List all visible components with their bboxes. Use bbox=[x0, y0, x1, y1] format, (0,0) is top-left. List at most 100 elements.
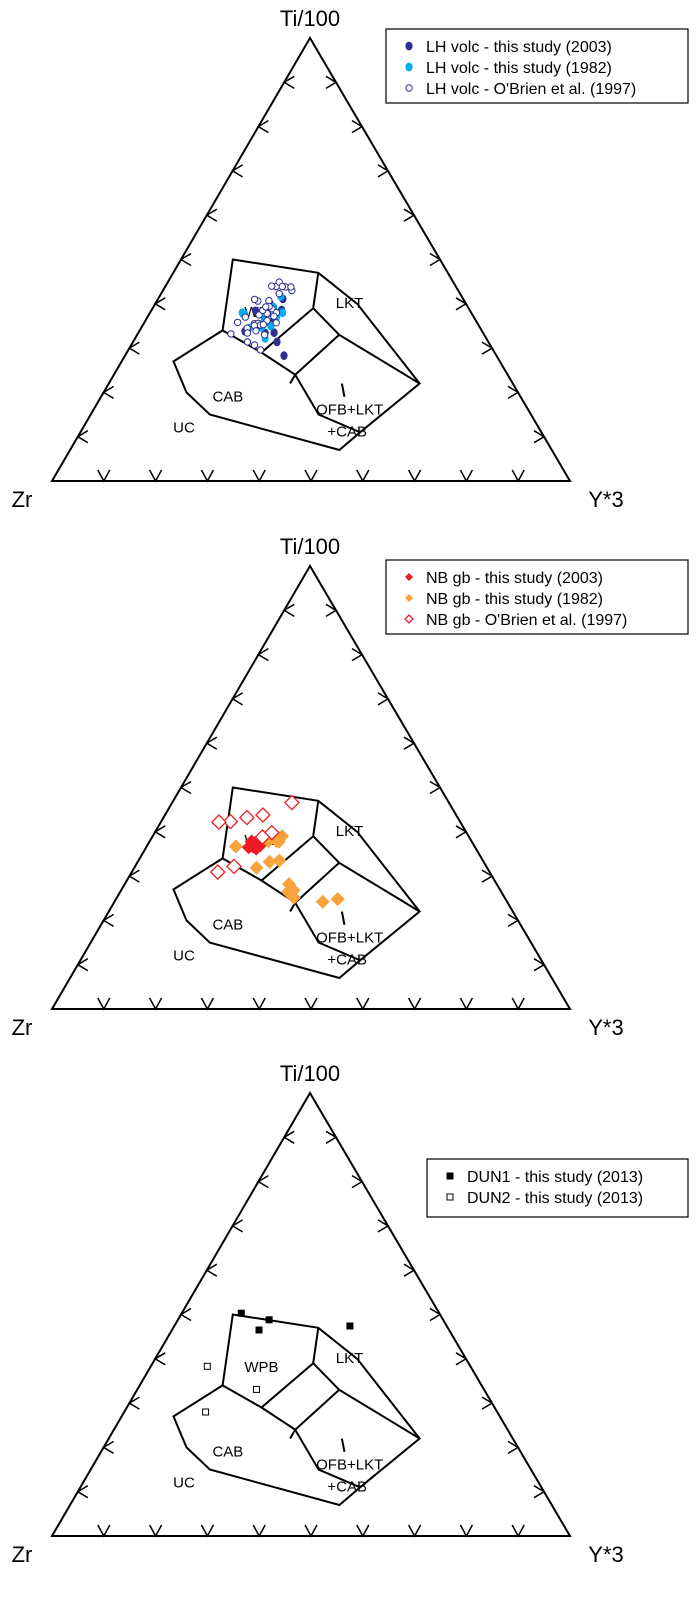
field-label-uc: UC bbox=[173, 419, 195, 436]
data-point bbox=[228, 839, 243, 854]
triangle-frame bbox=[50, 36, 572, 482]
legend-box bbox=[385, 559, 689, 635]
axis-tick bbox=[200, 997, 215, 1011]
axis-tick bbox=[76, 958, 89, 972]
data-point bbox=[315, 894, 330, 909]
axis-tick bbox=[507, 385, 520, 400]
axis-tick bbox=[205, 208, 218, 222]
axis-tick bbox=[511, 997, 525, 1011]
field-label-lkt: LKT bbox=[336, 1350, 364, 1367]
data-point bbox=[253, 1385, 260, 1393]
field-boundary-int4 bbox=[294, 862, 340, 904]
axis-tick bbox=[377, 1219, 390, 1233]
data-point bbox=[262, 303, 270, 311]
legend-label: LH volc - this study (2003) bbox=[426, 39, 612, 56]
axis-tick bbox=[148, 997, 163, 1011]
axis-tick bbox=[325, 1130, 338, 1144]
axis-tick bbox=[282, 1130, 295, 1144]
field-boundary-int3 bbox=[312, 1362, 421, 1440]
ofb-pointer-line bbox=[340, 911, 346, 926]
data-point bbox=[346, 1322, 354, 1330]
axis-tick bbox=[76, 430, 89, 444]
data-point bbox=[241, 313, 250, 321]
axis-tick bbox=[256, 647, 269, 662]
data-point bbox=[255, 1326, 263, 1334]
legend-marker bbox=[405, 41, 413, 51]
series-1 bbox=[237, 1309, 354, 1334]
axis-tick bbox=[304, 1524, 318, 1538]
legend-marker bbox=[405, 62, 413, 72]
data-point bbox=[330, 892, 345, 907]
corner-label-right: Y*3 bbox=[588, 1015, 623, 1040]
axis-tick bbox=[533, 958, 546, 972]
axis-tick bbox=[97, 997, 111, 1011]
corner-label-left: Zr bbox=[12, 487, 33, 512]
axis-tick bbox=[325, 75, 338, 89]
axis-tick bbox=[256, 1174, 269, 1189]
corner-label-left: Zr bbox=[12, 1015, 33, 1040]
data-point bbox=[241, 840, 256, 855]
field-label-uc: UC bbox=[173, 1474, 195, 1491]
legend-marker bbox=[404, 614, 414, 624]
field-boundary-int1 bbox=[222, 1384, 297, 1440]
axis-tick bbox=[179, 780, 192, 795]
axis-tick bbox=[429, 252, 442, 267]
axis-tick bbox=[455, 825, 468, 839]
field-boundary-outer bbox=[172, 786, 421, 980]
axis-tick bbox=[455, 1352, 468, 1366]
data-point bbox=[278, 282, 286, 291]
axis-tick bbox=[153, 297, 166, 311]
axis-tick bbox=[200, 469, 215, 483]
axis-tick bbox=[407, 1524, 422, 1538]
axis-tick bbox=[481, 869, 494, 883]
legend-label: NB gb - O'Brien et al. (1997) bbox=[426, 612, 627, 629]
field-boundary-int4 bbox=[294, 1389, 340, 1431]
axis-tick bbox=[200, 1524, 215, 1538]
data-point bbox=[272, 853, 287, 868]
data-point bbox=[222, 813, 239, 830]
legend-box bbox=[426, 1158, 689, 1218]
corner-label-right: Y*3 bbox=[588, 1542, 623, 1567]
axis-tick bbox=[429, 780, 442, 795]
axis-tick bbox=[407, 997, 422, 1011]
axis-tick bbox=[351, 119, 364, 134]
legend-label: NB gb - this study (1982) bbox=[426, 591, 603, 608]
data-point bbox=[279, 308, 287, 318]
axis-tick bbox=[511, 469, 525, 483]
field-boundary-outer bbox=[172, 1313, 421, 1507]
data-point bbox=[254, 829, 271, 846]
ofb-pointer-line bbox=[340, 1438, 346, 1453]
axis-tick bbox=[455, 297, 468, 311]
data-point bbox=[268, 282, 276, 290]
data-point bbox=[265, 1316, 273, 1324]
field-boundary-outer bbox=[172, 258, 421, 452]
field-label-ofb_2: +CAB bbox=[327, 424, 367, 441]
axis-tick bbox=[127, 341, 140, 355]
axis-tick bbox=[407, 469, 422, 483]
axis-tick bbox=[102, 1440, 114, 1455]
legend-label: LH volc - this study (1982) bbox=[426, 60, 612, 77]
axis-tick bbox=[148, 469, 163, 483]
legend: LH volc - this study (2003) LH volc - thi… bbox=[385, 28, 689, 104]
field-label-uc: UC bbox=[173, 947, 195, 964]
axis-tick bbox=[231, 692, 243, 706]
axis-tick bbox=[205, 736, 218, 750]
ofb-pointer-line bbox=[340, 383, 346, 398]
axis-tick bbox=[481, 341, 494, 355]
axis-tick bbox=[403, 208, 416, 222]
field-label-lkt: LKT bbox=[336, 823, 364, 840]
data-point bbox=[260, 331, 269, 339]
field-label-ofb_1: OFB+LKT bbox=[316, 930, 383, 947]
axis-tick bbox=[356, 997, 370, 1011]
data-point bbox=[283, 794, 300, 811]
legend-label: LH volc - O'Brien et al. (1997) bbox=[426, 81, 636, 98]
data-point bbox=[249, 860, 264, 875]
corner-label-top: Ti/100 bbox=[280, 6, 340, 31]
axis-tick bbox=[179, 252, 192, 267]
axis-tick bbox=[507, 1440, 520, 1455]
axis-tick bbox=[325, 603, 338, 617]
axis-tick bbox=[304, 997, 318, 1011]
legend-label: NB gb - this study (2003) bbox=[426, 570, 603, 587]
axis-tick bbox=[252, 1524, 266, 1538]
